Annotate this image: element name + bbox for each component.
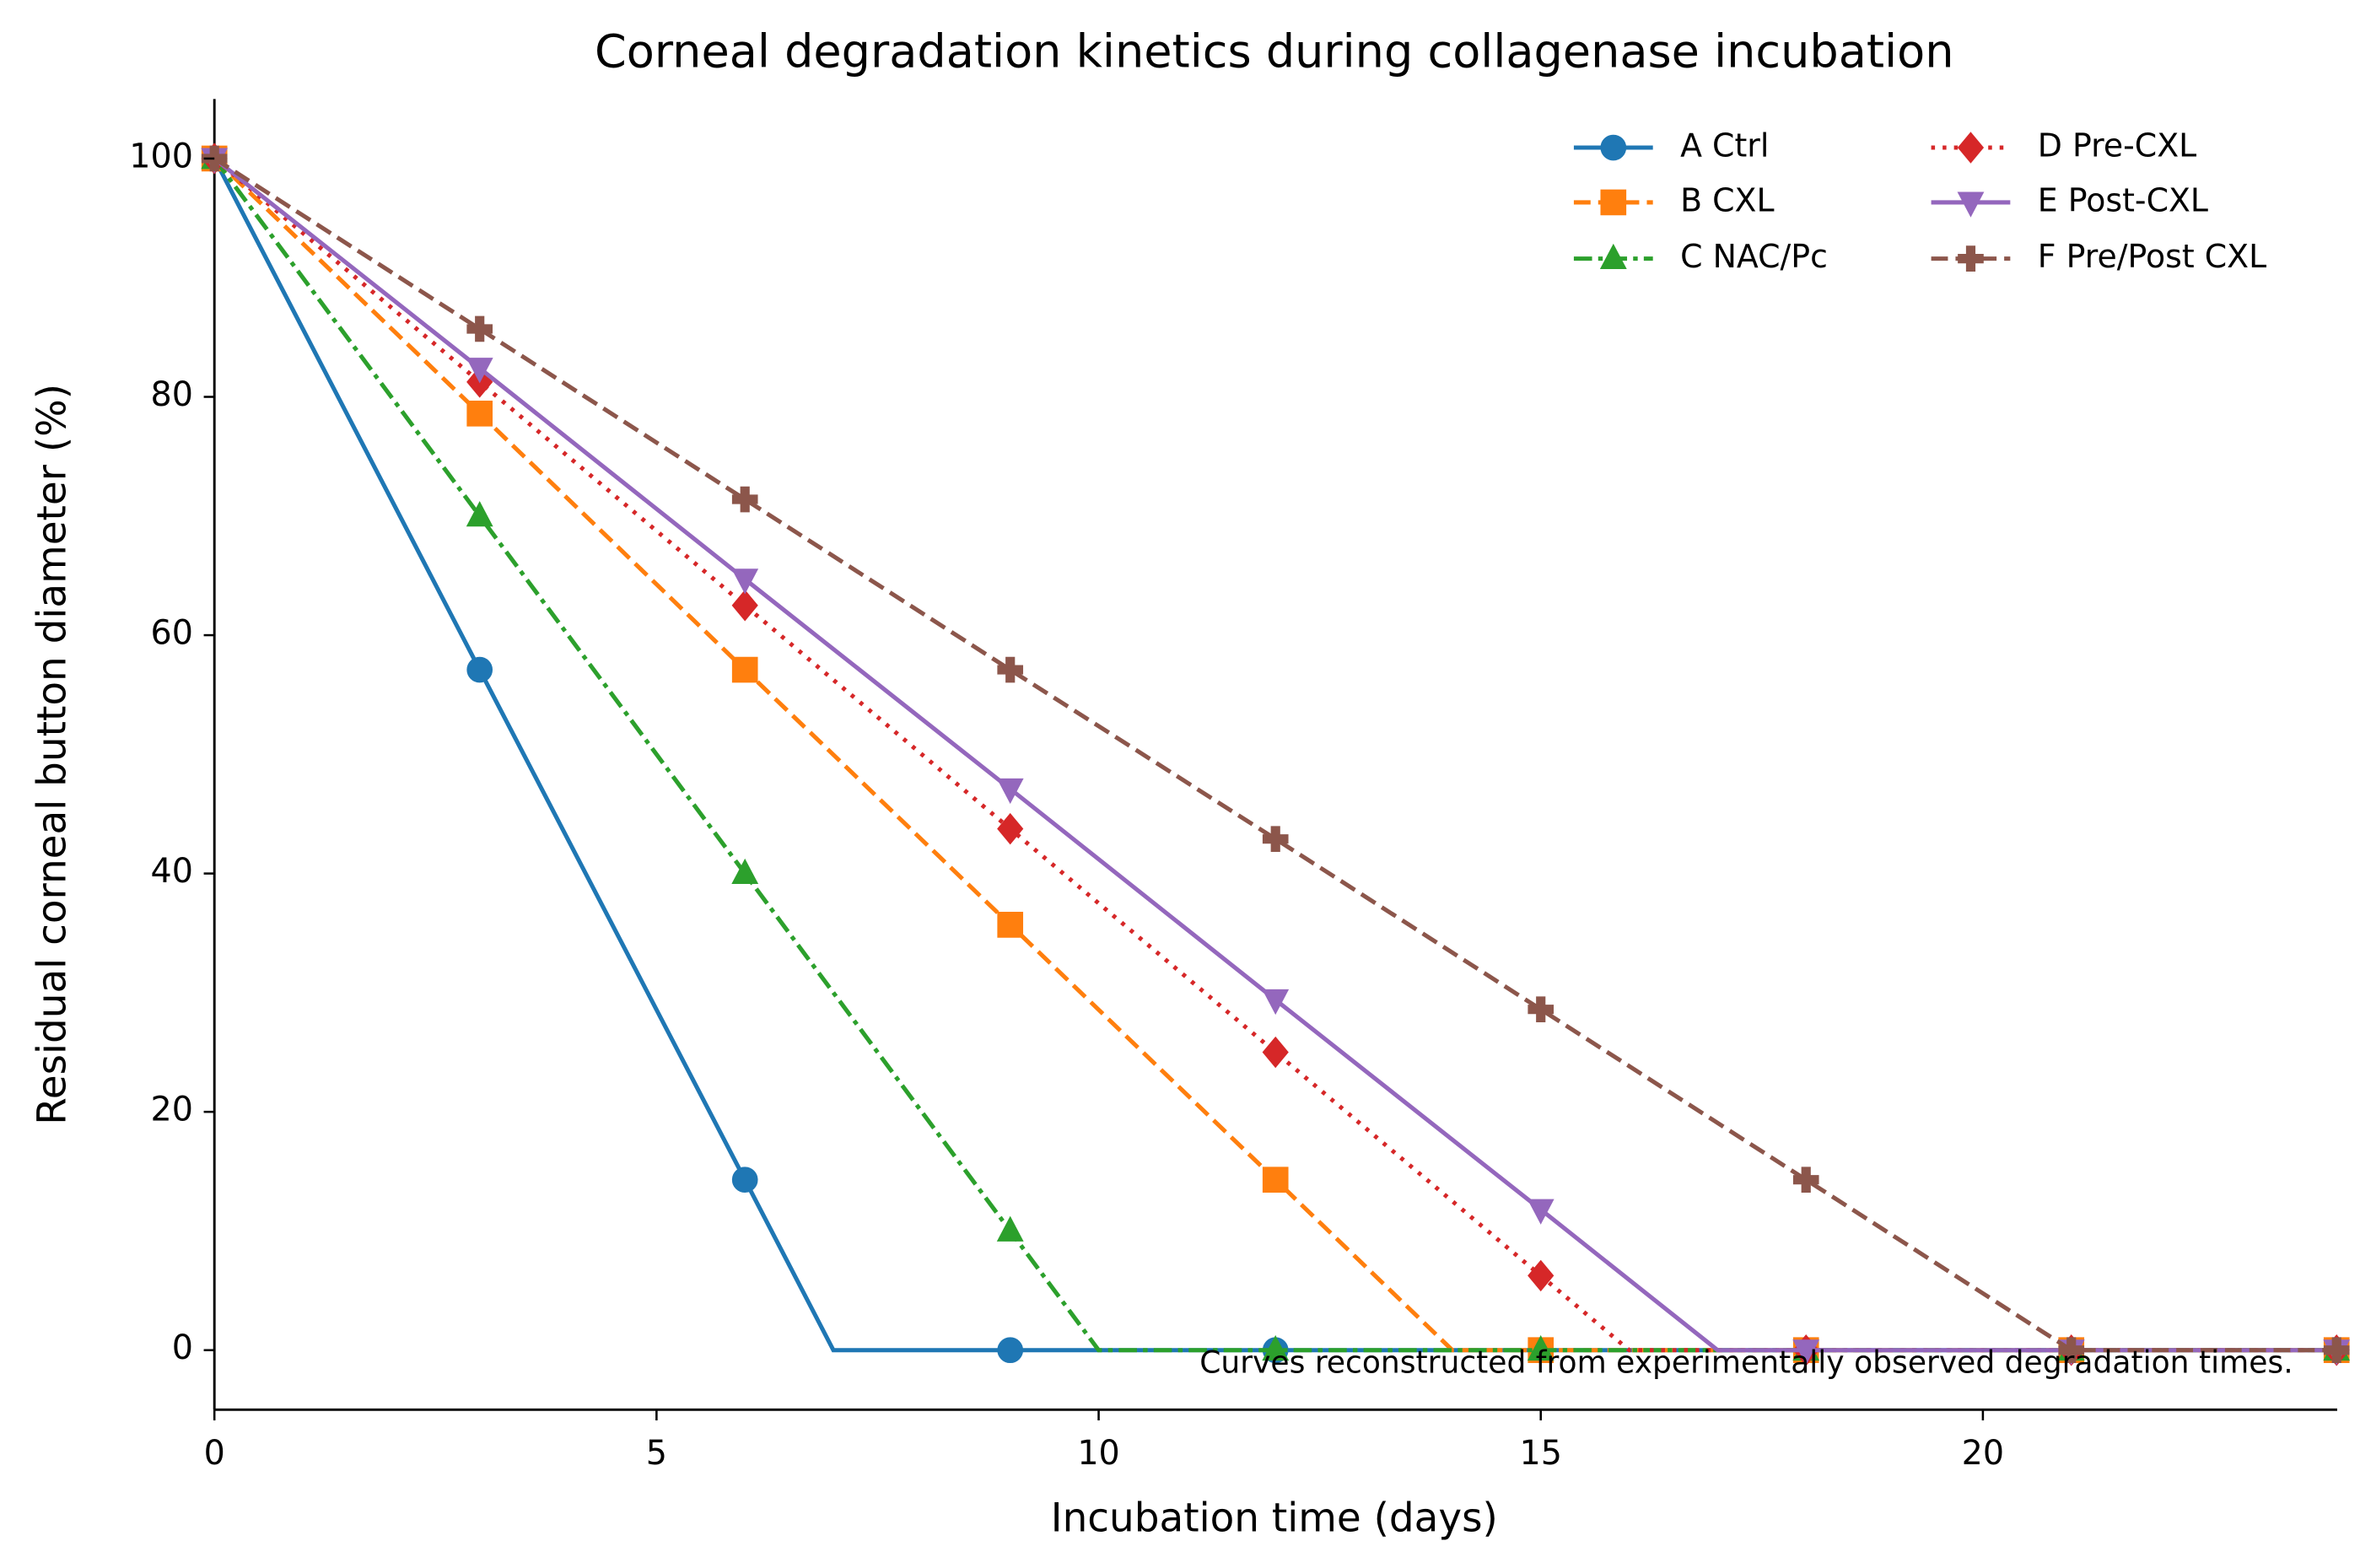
marker bbox=[731, 1167, 758, 1194]
x-tick-label: 0 bbox=[204, 1434, 225, 1473]
x-tick-label: 20 bbox=[1962, 1434, 2004, 1473]
marker bbox=[1262, 1334, 1290, 1361]
x-axis-label: Incubation time (days) bbox=[1051, 1495, 1498, 1541]
marker bbox=[466, 400, 493, 427]
legend-label: F Pre/Post CXL bbox=[2038, 238, 2266, 275]
marker bbox=[466, 358, 493, 384]
marker bbox=[466, 315, 493, 342]
marker bbox=[997, 656, 1024, 683]
marker bbox=[1262, 1036, 1289, 1069]
legend-marker bbox=[1599, 243, 1627, 270]
marker bbox=[466, 500, 493, 527]
y-tick-label: 60 bbox=[150, 614, 192, 653]
marker bbox=[1262, 1167, 1289, 1194]
marker bbox=[997, 1337, 1024, 1364]
y-tick-label: 80 bbox=[150, 375, 192, 414]
marker bbox=[1527, 1334, 1554, 1361]
legend-marker bbox=[1957, 132, 1985, 164]
y-tick-label: 0 bbox=[172, 1328, 193, 1367]
marker bbox=[996, 1215, 1024, 1242]
legend-label: C NAC/Pc bbox=[1680, 238, 1828, 275]
legend-label: D Pre-CXL bbox=[2038, 127, 2196, 164]
marker bbox=[1262, 826, 1289, 852]
marker bbox=[1527, 1199, 1554, 1225]
y-tick-label: 20 bbox=[150, 1091, 192, 1129]
series-line bbox=[213, 156, 2337, 1353]
y-axis-label: Residual corneal button diameter (%) bbox=[29, 384, 75, 1125]
marker bbox=[2323, 1337, 2350, 1364]
legend-marker bbox=[1957, 191, 1985, 218]
marker bbox=[1792, 1339, 1820, 1366]
marker bbox=[1792, 1167, 1819, 1194]
x-tick-label: 5 bbox=[646, 1434, 667, 1473]
marker bbox=[996, 778, 1024, 805]
x-tick-label: 15 bbox=[1519, 1434, 1561, 1473]
legend-marker bbox=[1600, 189, 1627, 216]
legend-marker bbox=[1958, 245, 1984, 272]
marker bbox=[731, 858, 759, 885]
marker bbox=[1528, 996, 1554, 1023]
legend-label: A Ctrl bbox=[1680, 127, 1769, 164]
chart-title: Corneal degradation kinetics during coll… bbox=[595, 25, 1953, 78]
legend-marker bbox=[1600, 134, 1627, 161]
marker bbox=[1262, 989, 1290, 1016]
marker bbox=[997, 812, 1024, 845]
marker bbox=[731, 486, 758, 513]
y-tick-label: 100 bbox=[129, 137, 193, 175]
y-tick-label: 40 bbox=[150, 852, 192, 891]
marker bbox=[731, 590, 758, 622]
marker bbox=[731, 568, 759, 595]
marker bbox=[731, 656, 758, 683]
marker bbox=[2058, 1337, 2085, 1364]
marker bbox=[997, 912, 1024, 938]
annotation: Curves reconstructed from experimentally… bbox=[1199, 1344, 2293, 1380]
x-tick-label: 10 bbox=[1077, 1434, 1119, 1473]
marker bbox=[466, 656, 493, 683]
legend-label: B CXL bbox=[1680, 181, 1774, 218]
legend-label: E Post-CXL bbox=[2038, 181, 2208, 218]
marker bbox=[1528, 1259, 1554, 1292]
series-line bbox=[213, 156, 2337, 1353]
plot-area bbox=[201, 143, 2351, 1366]
